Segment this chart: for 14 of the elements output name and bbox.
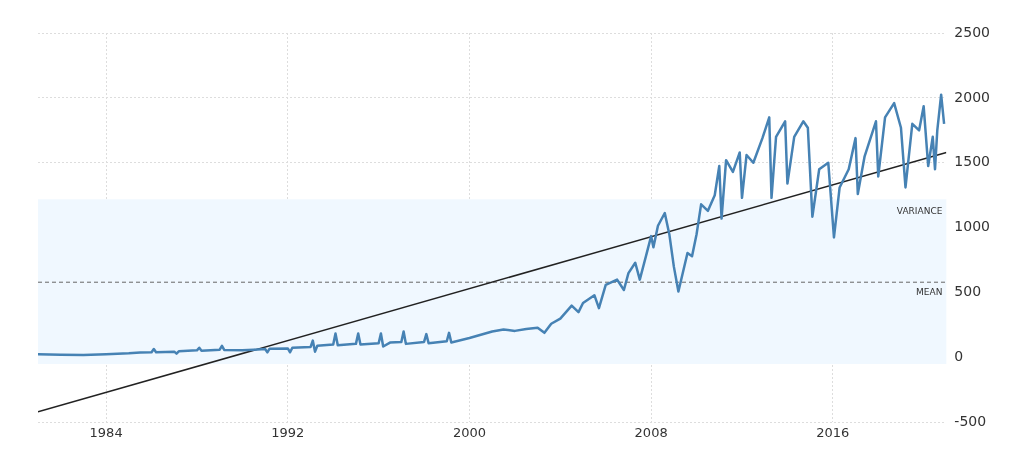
y-tick-label: 0 [954, 348, 964, 365]
x-tick-label: 2008 [634, 424, 668, 440]
y-tick-label: 2000 [954, 88, 991, 105]
ref-line-label: MEAN [916, 287, 943, 298]
x-tick-label: 1992 [271, 424, 305, 440]
x-tick-label: 2000 [452, 424, 487, 440]
y-tick-label: -500 [954, 413, 987, 430]
band-label: VARIANCE [896, 205, 943, 216]
x-tick-label: 2016 [816, 424, 850, 440]
y-tick-label: 1000 [954, 218, 991, 235]
y-tick-label: 1500 [954, 153, 991, 170]
y-tick-label: 2500 [954, 23, 991, 40]
y-tick-label: 500 [954, 283, 982, 300]
x-tick-label: 1984 [89, 424, 123, 440]
